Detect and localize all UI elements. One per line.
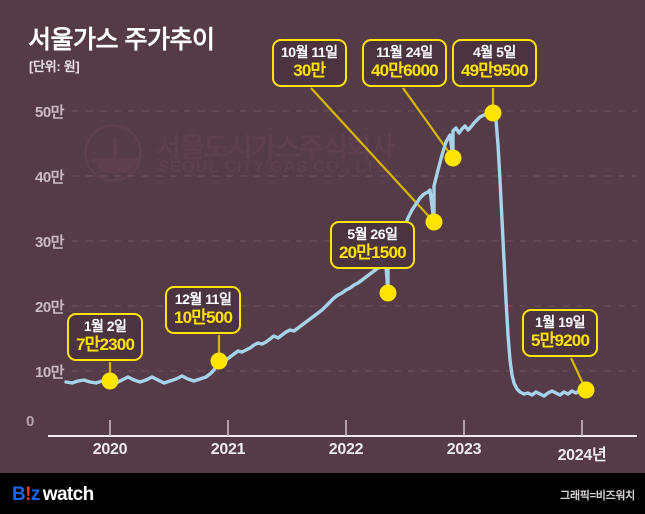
price-line	[64, 111, 588, 398]
logo-letter-z: z	[30, 484, 41, 505]
logo-exclamation-icon: !	[25, 484, 31, 505]
callout-p4-date: 10월 11일	[281, 44, 338, 60]
marker-p1	[101, 372, 119, 390]
logo-letter-b: B	[12, 484, 26, 505]
callout-p4-value: 30만	[293, 61, 326, 80]
callout-p6-date: 4월 5일	[473, 44, 516, 60]
y-tick-label-50: 50만	[35, 104, 65, 121]
y-tick-label-40: 40만	[35, 169, 65, 186]
marker-p6	[484, 104, 502, 122]
x-tick-label-2021: 2021	[210, 441, 246, 458]
x-tick-label-2022: 2022	[328, 441, 364, 458]
data-point-markers	[101, 104, 595, 399]
y-tick-label-30: 30만	[35, 234, 65, 251]
callout-p3-value: 20만1500	[339, 243, 407, 262]
x-tick-label-2023: 2023	[446, 441, 482, 458]
marker-p7	[577, 381, 595, 399]
callout-p3-date: 5월 26일	[347, 226, 398, 242]
x-tick-label-2024: 2024년	[557, 447, 607, 464]
marker-p3	[379, 284, 397, 302]
callout-p2-value: 10만500	[174, 308, 233, 327]
callout-p1[interactable]: 1월 2일 7만2300	[67, 313, 144, 361]
callout-p5-value: 40만6000	[371, 61, 439, 80]
graphic-credit: 그래픽=비즈워치	[560, 490, 635, 502]
unit-label: [단위: 원]	[29, 59, 80, 74]
callout-p1-value: 7만2300	[76, 335, 135, 354]
callout-p6-value: 49만9500	[461, 61, 529, 80]
callout-p1-date: 1월 2일	[83, 318, 127, 334]
callout-p7-date: 1월 19일	[535, 314, 586, 330]
footer-bar: B!z watch 그래픽=비즈워치	[0, 473, 645, 514]
y-axis-origin-label: 0	[26, 413, 35, 430]
callout-p5-date: 11월 24일	[376, 44, 433, 60]
callout-p2-date: 12월 11일	[174, 291, 232, 307]
callout-p7-value: 5만9200	[531, 331, 590, 350]
bizwatch-logo[interactable]: B!z watch	[12, 484, 94, 506]
x-axis	[48, 420, 637, 437]
marker-p4	[425, 213, 443, 231]
marker-p5	[444, 149, 462, 167]
callout-p4[interactable]: 10월 11일 30만	[272, 39, 347, 87]
marker-p2	[210, 352, 228, 370]
logo-word-watch: watch	[42, 484, 94, 505]
y-tick-label-20: 20만	[35, 299, 65, 316]
page-title: 서울가스 주가추이	[28, 26, 215, 54]
chart-panel: 서울가스 주가추이 [단위: 원] 서울도시가스주식회사 SEOUL CITY …	[0, 0, 645, 473]
x-tick-label-2020: 2020	[92, 441, 128, 458]
callout-p5[interactable]: 11월 24일 40만6000	[362, 39, 447, 87]
y-tick-label-10: 10만	[35, 364, 65, 381]
leader-line-p4	[310, 87, 435, 223]
callout-p7[interactable]: 1월 19일 5만9200	[522, 309, 599, 357]
callout-p6[interactable]: 4월 5일 49만9500	[452, 39, 537, 87]
callout-p2[interactable]: 12월 11일 10만500	[165, 286, 242, 334]
callout-p3[interactable]: 5월 26일 20만1500	[330, 221, 415, 269]
